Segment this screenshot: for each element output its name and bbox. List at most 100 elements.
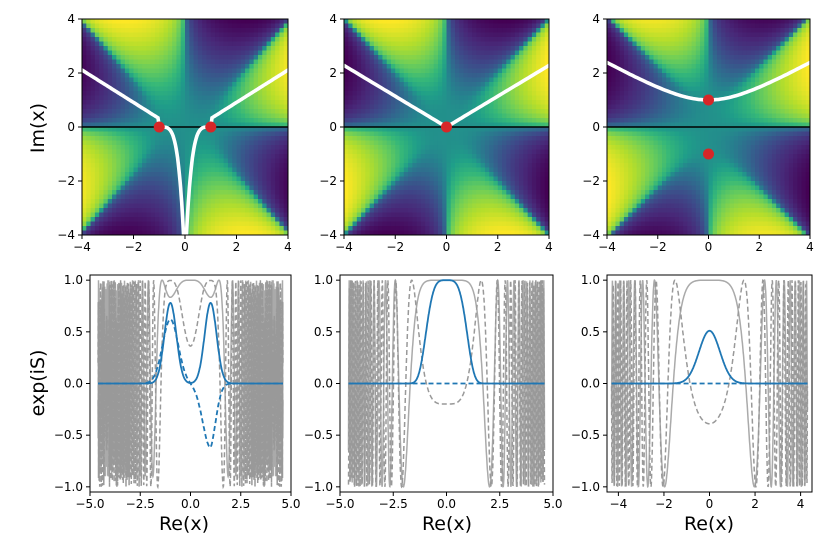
heat-cell [510,190,516,196]
y-tick-label: −4 [319,228,337,242]
heat-cell [544,167,549,173]
heat-cell [729,23,735,29]
heat-cell [369,208,375,214]
heat-cell [249,163,255,169]
heat-cell [236,46,242,52]
heat-cell [99,203,105,209]
heat-cell [369,185,375,191]
heat-cell [797,46,803,52]
heat-cell [472,136,477,142]
heat-cell [408,140,413,146]
heat-cell [180,68,186,74]
heat-cell [245,23,250,29]
heat-cell [700,19,705,25]
heat-cell [476,145,482,151]
heat-cell [506,68,512,74]
heat-cell [133,19,139,25]
heat-cell [523,100,529,106]
heat-cell [352,199,358,205]
heat-cell [232,163,238,169]
heat-cell [369,50,375,56]
heat-cell [361,95,366,101]
heat-cell [133,172,139,178]
heat-cell [146,158,152,164]
heat-cell [463,41,469,47]
heat-cell [373,199,379,205]
heat-cell [232,194,238,200]
heat-cell [378,37,384,43]
heat-cell [283,149,288,155]
heat-cell [240,230,246,235]
heat-cell [262,59,268,65]
heat-cell [382,230,388,235]
heat-cell [459,104,465,110]
heat-cell [197,199,203,205]
heat-cell [167,131,173,137]
heat-cell [493,154,499,160]
heat-cell [197,149,203,155]
heat-cell [112,167,117,173]
heat-cell [649,23,655,29]
heat-cell [527,154,533,160]
heat-cell [412,95,418,101]
heat-cell [678,23,684,29]
heat-cell [420,149,426,155]
heat-cell [215,190,220,196]
heat-cell [632,37,638,43]
heat-cell [416,41,422,47]
heat-cell [266,163,272,169]
heat-cell [467,86,473,92]
heat-cell [129,64,135,70]
heat-cell [150,217,156,223]
heat-cell [202,28,208,34]
heat-cell [480,23,486,29]
heat-cell [86,212,92,218]
heat-cell [270,217,276,223]
heat-cell [395,190,401,196]
heat-cell [390,158,396,164]
heat-cell [172,113,178,119]
heat-cell [510,194,516,200]
heat-cell [142,104,147,110]
heat-cell [82,221,87,227]
heat-cell [223,55,229,61]
heat-cell [275,77,281,83]
heat-cell [373,226,379,232]
heat-cell [253,82,259,88]
heat-cell [253,131,259,137]
heat-cell [167,86,173,92]
heat-cell [159,190,165,196]
heat-cell [390,50,396,56]
heat-cell [202,122,208,128]
heat-cell [390,131,396,137]
heat-cell [408,28,413,34]
heat-cell [623,23,629,29]
heat-cell [746,37,752,43]
heat-cell [523,145,529,151]
heat-cell [373,131,379,137]
heat-cell [484,37,490,43]
heat-cell [150,172,156,178]
heat-cell [412,226,418,232]
heat-cell [510,118,516,124]
heat-cell [497,136,503,142]
heat-cell [232,199,238,205]
heat-cell [189,32,195,38]
heat-cell [253,23,259,29]
heat-cell [223,230,229,235]
heat-cell [433,77,439,83]
heat-cell [403,226,409,232]
heat-cell [137,131,143,137]
heat-cell [206,68,212,74]
heat-cell [112,95,117,101]
heat-cell [450,172,456,178]
heat-cell [506,59,512,65]
heat-cell [459,208,465,214]
heat-cell [283,203,288,209]
heat-cell [270,149,276,155]
heat-cell [137,217,143,223]
heat-cell [133,208,139,214]
heat-cell [185,59,190,65]
heat-cell [378,59,384,65]
heat-cell [544,19,549,25]
